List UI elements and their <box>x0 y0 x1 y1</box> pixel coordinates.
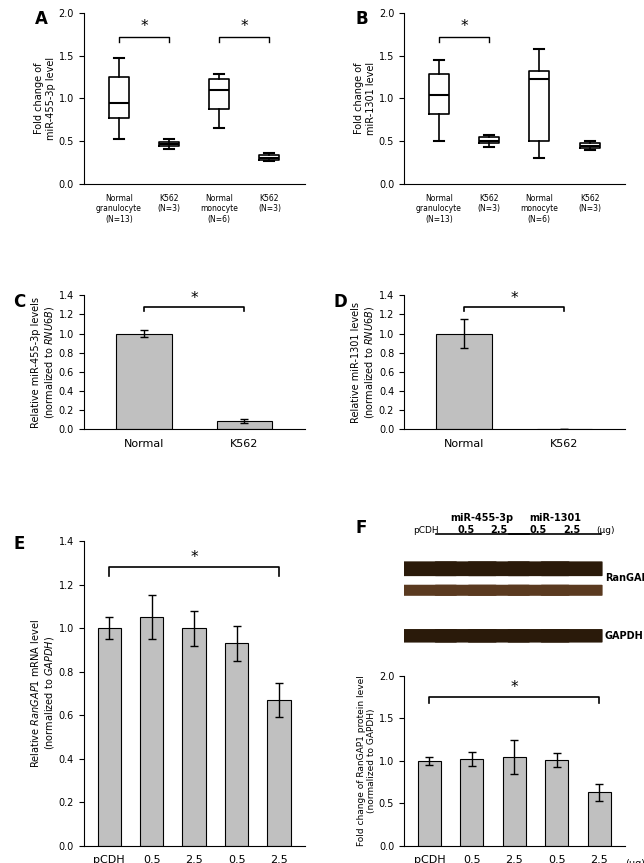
Text: *: * <box>511 291 518 306</box>
Text: F: F <box>355 519 366 537</box>
Text: K562
(N=3): K562 (N=3) <box>578 194 601 213</box>
FancyBboxPatch shape <box>541 585 603 595</box>
Text: *: * <box>191 291 198 306</box>
Bar <box>418 761 441 846</box>
Text: C: C <box>13 293 25 311</box>
Bar <box>437 334 492 430</box>
Y-axis label: Relative miR-455-3p levels
(normalized to $\it{RNU6B}$): Relative miR-455-3p levels (normalized t… <box>31 297 56 428</box>
Bar <box>216 421 272 430</box>
Text: K562
(N=3): K562 (N=3) <box>158 194 180 213</box>
Text: K562
(N=3): K562 (N=3) <box>258 194 281 213</box>
Text: Normal
monocyte
(N=6): Normal monocyte (N=6) <box>520 194 558 224</box>
Y-axis label: Relative $\it{RanGAP1}$ mRNA level
(normalized to $\it{GAPDH}$): Relative $\it{RanGAP1}$ mRNA level (norm… <box>29 619 56 768</box>
Text: 2.5: 2.5 <box>490 525 507 535</box>
Bar <box>97 628 121 846</box>
Text: Normal
monocyte
(N=6): Normal monocyte (N=6) <box>200 194 238 224</box>
Bar <box>182 628 206 846</box>
Text: Normal
granulocyte
(N=13): Normal granulocyte (N=13) <box>96 194 142 224</box>
Y-axis label: Fold change of
miR-455-3p level: Fold change of miR-455-3p level <box>34 57 56 140</box>
Bar <box>225 643 248 846</box>
Text: D: D <box>333 293 347 311</box>
Text: GAPDH: GAPDH <box>605 631 643 641</box>
Text: K562
(N=3): K562 (N=3) <box>478 194 500 213</box>
FancyBboxPatch shape <box>507 561 569 576</box>
Text: 0.5: 0.5 <box>530 525 547 535</box>
Y-axis label: Fold change of RanGAP1 protein level
(normalized to GAPDH): Fold change of RanGAP1 protein level (no… <box>357 676 376 847</box>
Y-axis label: Relative miR-1301 levels
(normalized to $\it{RNU6B}$): Relative miR-1301 levels (normalized to … <box>351 302 376 423</box>
Bar <box>587 792 611 846</box>
Text: pCDH: pCDH <box>413 526 439 535</box>
Text: (μg): (μg) <box>596 526 614 535</box>
FancyBboxPatch shape <box>435 561 497 576</box>
Text: miR-1301: miR-1301 <box>529 513 581 523</box>
FancyBboxPatch shape <box>395 561 457 576</box>
Text: *: * <box>140 19 147 35</box>
FancyBboxPatch shape <box>395 629 457 643</box>
FancyBboxPatch shape <box>468 629 530 643</box>
FancyBboxPatch shape <box>395 585 457 595</box>
FancyBboxPatch shape <box>468 585 530 595</box>
Text: Normal
granulocyte
(N=13): Normal granulocyte (N=13) <box>416 194 462 224</box>
Bar <box>140 617 164 846</box>
Text: 2.5: 2.5 <box>563 525 580 535</box>
Text: miR-455-3p: miR-455-3p <box>451 513 514 523</box>
Text: *: * <box>511 680 518 696</box>
FancyBboxPatch shape <box>507 585 569 595</box>
Text: RanGAP1: RanGAP1 <box>605 573 644 583</box>
Bar <box>117 334 171 430</box>
Y-axis label: Fold change of
miR-1301 level: Fold change of miR-1301 level <box>354 61 376 135</box>
FancyBboxPatch shape <box>541 629 603 643</box>
Text: (μg): (μg) <box>625 860 644 863</box>
Text: A: A <box>35 9 48 28</box>
Text: *: * <box>240 19 248 35</box>
FancyBboxPatch shape <box>435 629 497 643</box>
Bar <box>502 757 526 846</box>
FancyBboxPatch shape <box>435 585 497 595</box>
FancyBboxPatch shape <box>541 561 603 576</box>
Text: B: B <box>355 9 368 28</box>
Bar <box>545 760 569 846</box>
Text: *: * <box>460 19 468 35</box>
FancyBboxPatch shape <box>468 561 530 576</box>
FancyBboxPatch shape <box>507 629 569 643</box>
Bar <box>460 759 484 846</box>
Bar <box>267 700 290 846</box>
Text: E: E <box>13 535 24 553</box>
Text: 0.5: 0.5 <box>457 525 475 535</box>
Text: *: * <box>191 550 198 565</box>
